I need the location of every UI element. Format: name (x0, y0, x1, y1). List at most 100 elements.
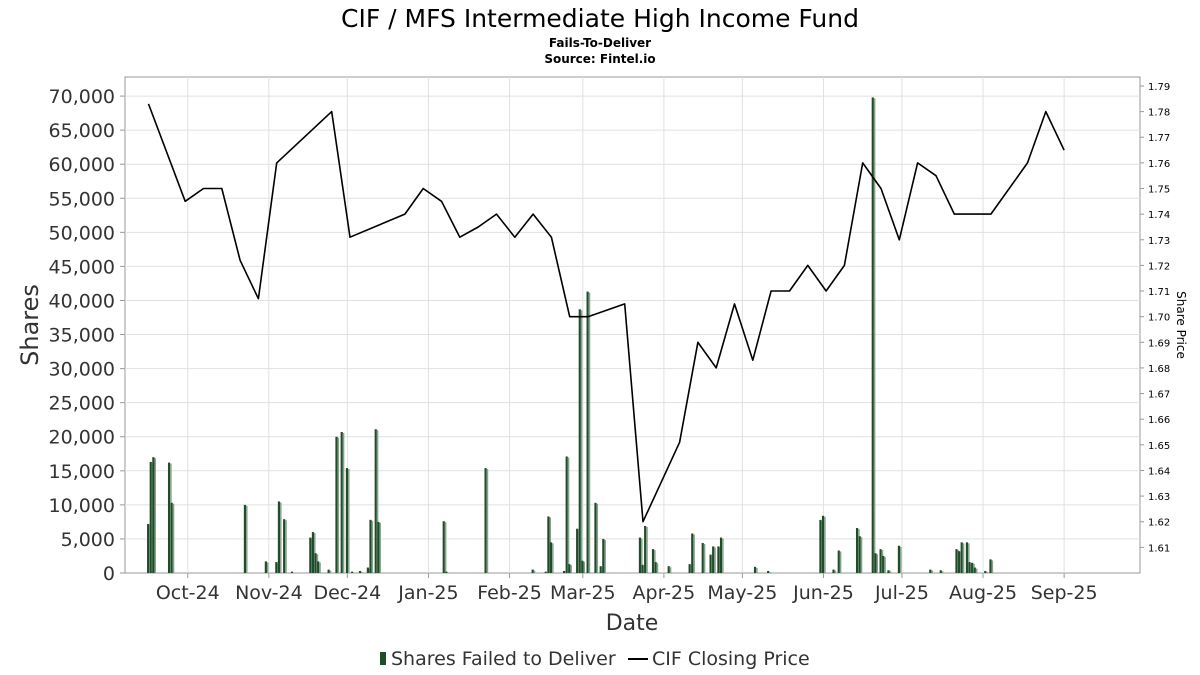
x-axis-label: Date (606, 611, 659, 636)
y2-tick-label: 1.66 (1148, 415, 1170, 426)
ftd-bar-front (170, 502, 173, 573)
ftd-bar (594, 502, 599, 573)
ftd-bar-shade (371, 520, 374, 573)
ftd-bar-front (712, 546, 715, 573)
ftd-bar-front (638, 537, 642, 573)
ftd-bar-front (989, 559, 992, 573)
ftd-bar-front (837, 550, 840, 573)
ftd-bar-front (957, 551, 961, 573)
grid-lines (125, 77, 1140, 573)
ftd-bar-front (243, 504, 247, 573)
ftd-bar-front (882, 555, 885, 573)
ftd-bar (691, 533, 695, 573)
legend-bar-swatch (380, 652, 386, 665)
ftd-bar-shade (376, 430, 379, 573)
ftd-bar (531, 569, 536, 573)
ftd-bar (984, 570, 988, 573)
ftd-bar-shade (931, 570, 933, 573)
ftd-bar-front (369, 519, 372, 573)
ftd-bar-shade (319, 562, 321, 573)
ftd-bar-front (366, 567, 369, 573)
ftd-bar-shade (337, 437, 340, 573)
ftd-bar-shade (552, 543, 554, 573)
ftd-bar (264, 561, 269, 573)
y2-tick-label: 1.65 (1148, 441, 1170, 452)
y-tick-label: 60,000 (49, 154, 115, 176)
y2-tick-label: 1.75 (1148, 185, 1170, 196)
ftd-bar (651, 549, 656, 573)
chart-source: Source: Fintel.io (544, 52, 655, 66)
ftd-bar-front (562, 570, 566, 573)
ftd-bars (147, 97, 994, 573)
y-tick-label: 65,000 (49, 120, 115, 142)
ftd-bar (832, 569, 837, 573)
ftd-bar-shade (154, 458, 156, 573)
y2-tick-label: 1.67 (1148, 390, 1170, 401)
ftd-bar-front (691, 533, 694, 573)
x-tick-label: Jun-25 (792, 582, 854, 604)
ftd-bar (374, 429, 379, 573)
ftd-bar-front (965, 542, 969, 573)
ftd-bar-front (547, 516, 550, 573)
ftd-bar (152, 457, 156, 573)
ftd-bar-shade (714, 547, 716, 573)
ftd-bar-front (644, 525, 647, 573)
ftd-bar (874, 553, 878, 573)
legend-line-label: CIF Closing Price (652, 648, 810, 670)
ftd-bar (719, 537, 724, 573)
ftd-bar-shade (486, 469, 489, 573)
ftd-bar-front (767, 570, 770, 573)
x-tick-label: Dec-24 (313, 582, 381, 604)
ftd-bar (602, 538, 606, 573)
ftd-bar-shade (533, 570, 536, 573)
ftd-bar-shade (824, 516, 826, 573)
ftd-bar-front (753, 566, 757, 573)
ftd-bar-shade (329, 570, 332, 573)
ftd-bar-shade (246, 505, 248, 573)
ftd-bar-front (264, 561, 267, 573)
y-tick-label: 20,000 (49, 427, 115, 449)
ftd-bar-front (855, 528, 859, 573)
ftd-bar-shade (379, 522, 381, 573)
ftd-bar (290, 571, 295, 573)
ftd-bar (170, 502, 175, 573)
ftd-bar-front (709, 554, 712, 573)
ftd-bar-shade (669, 567, 672, 573)
ftd-bar-front (929, 569, 932, 573)
ftd-bar-front (984, 570, 987, 573)
ftd-bar-front (599, 566, 602, 573)
ftd-bar-shade (583, 561, 585, 573)
y-tick-label: 45,000 (49, 256, 115, 278)
y-tick-label: 35,000 (49, 325, 115, 347)
ftd-bar-shade (172, 503, 175, 573)
y2-tick-label: 1.74 (1148, 210, 1170, 221)
x-tick-label: Feb-25 (477, 582, 542, 604)
ftd-bar-shade (342, 432, 345, 573)
ftd-bar-shade (596, 503, 599, 573)
ftd-bar-shade (722, 538, 724, 573)
ftd-bar (667, 566, 672, 573)
ftd-bar (327, 569, 332, 573)
ftd-bar-shade (361, 571, 363, 573)
ftd-bar-front (821, 515, 825, 573)
ftd-bar-shade (900, 546, 902, 573)
ftd-bar-front (897, 545, 901, 573)
ftd-bar-front (283, 519, 286, 573)
x-axis-ticks: Oct-24 Nov-24 Dec-24 Jan-25 Feb-25 Mar-25 Apr-… (156, 573, 1098, 604)
ftd-bar-front (960, 542, 963, 573)
ftd-bar-front (335, 436, 338, 573)
ftd-bar-shade (839, 551, 842, 573)
ftd-bar (753, 566, 758, 573)
ftd-bar-front (314, 553, 317, 573)
ftd-bar-shade (968, 543, 970, 573)
ftd-bar (369, 519, 374, 573)
y2-tick-label: 1.62 (1148, 518, 1170, 529)
y2-tick-label: 1.73 (1148, 236, 1170, 247)
ftd-bar-front (327, 569, 330, 573)
ftd-bar-front (442, 521, 445, 573)
ftd-bar (243, 504, 248, 573)
ftd-bar (351, 571, 355, 573)
y2-tick-label: 1.68 (1148, 364, 1170, 375)
ftd-bar-shade (860, 537, 863, 573)
ftd-bar-shade (941, 571, 944, 573)
